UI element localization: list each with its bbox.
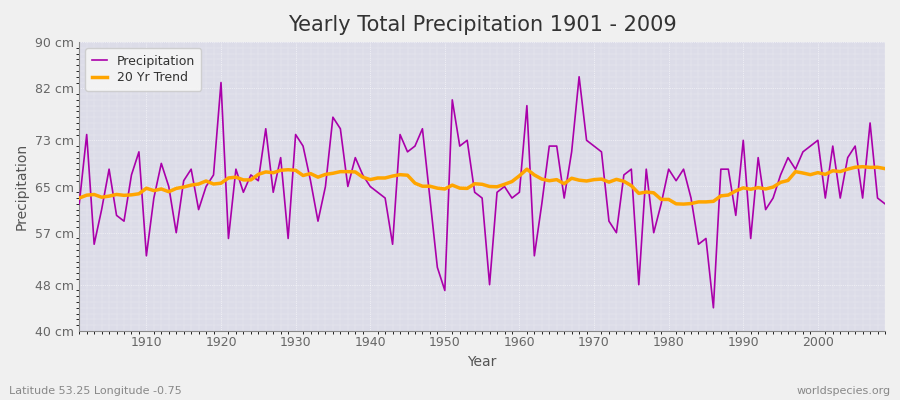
Title: Yearly Total Precipitation 1901 - 2009: Yearly Total Precipitation 1901 - 2009	[288, 15, 677, 35]
20 Yr Trend	[74, 196, 85, 200]
Line: 20 Yr Trend: 20 Yr Trend	[79, 167, 885, 204]
Precipitation	[879, 202, 890, 206]
Y-axis label: Precipitation: Precipitation	[15, 143, 29, 230]
Precipitation	[298, 144, 309, 148]
Legend: Precipitation, 20 Yr Trend: Precipitation, 20 Yr Trend	[86, 48, 202, 91]
Precipitation	[74, 202, 85, 206]
20 Yr Trend	[507, 179, 517, 184]
20 Yr Trend	[879, 166, 890, 171]
Line: Precipitation: Precipitation	[79, 77, 885, 308]
X-axis label: Year: Year	[467, 355, 497, 369]
Precipitation	[573, 74, 584, 79]
Precipitation	[342, 184, 353, 189]
20 Yr Trend	[679, 202, 689, 206]
Text: worldspecies.org: worldspecies.org	[796, 386, 891, 396]
Precipitation	[708, 305, 719, 310]
Precipitation	[133, 150, 144, 154]
20 Yr Trend	[514, 173, 525, 178]
Precipitation	[507, 196, 517, 200]
Precipitation	[514, 190, 525, 195]
20 Yr Trend	[342, 169, 353, 174]
Text: Latitude 53.25 Longitude -0.75: Latitude 53.25 Longitude -0.75	[9, 386, 182, 396]
Precipitation	[611, 230, 622, 235]
20 Yr Trend	[857, 164, 868, 169]
20 Yr Trend	[298, 173, 309, 178]
20 Yr Trend	[133, 191, 144, 196]
20 Yr Trend	[604, 180, 615, 184]
